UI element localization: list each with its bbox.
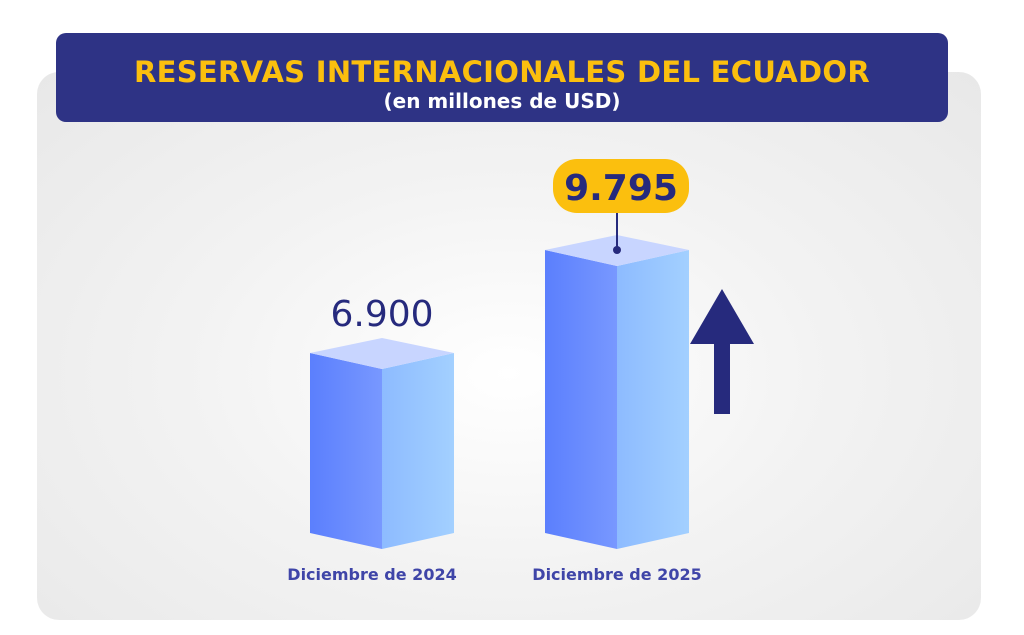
bar-top-face <box>310 337 454 369</box>
category-label-2025: Diciembre de 2025 <box>532 565 701 584</box>
category-label-2024: Diciembre de 2024 <box>287 565 456 584</box>
chart-card <box>37 72 981 620</box>
value-badge <box>553 159 689 213</box>
chart-subtitle: (en millones de USD) <box>383 89 621 113</box>
bar-left-face <box>310 352 382 549</box>
bar-left-face <box>545 249 617 549</box>
bar-right-face <box>382 352 454 549</box>
chart-header: RESERVAS INTERNACIONALES DEL ECUADOR (en… <box>56 33 948 122</box>
callout-dot <box>613 245 621 254</box>
up-arrow-shaft <box>714 343 730 414</box>
value-label: 9.795 <box>564 168 678 209</box>
chart-title: RESERVAS INTERNACIONALES DEL ECUADOR <box>134 55 870 89</box>
bar-right-face <box>617 249 689 549</box>
value-label: 6.900 <box>330 294 433 335</box>
up-arrow-icon <box>690 289 754 344</box>
